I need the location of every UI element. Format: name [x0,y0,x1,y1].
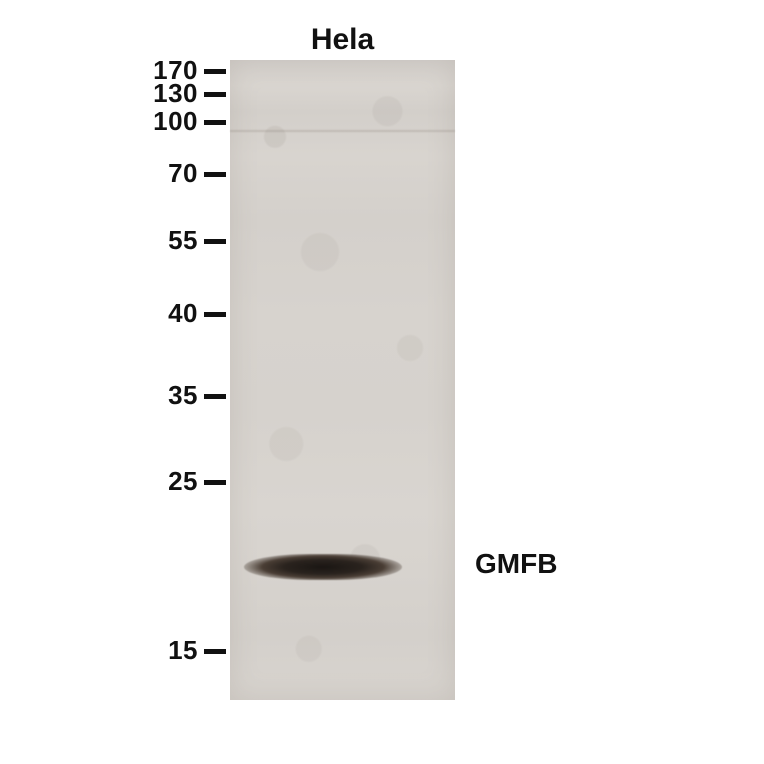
blot-lane [230,60,455,700]
mw-25-tick [204,480,226,485]
lane-title: Hela [230,23,455,57]
lane-noise [230,60,455,700]
mw-130-tick [204,92,226,97]
mw-40-tick [204,312,226,317]
mw-70-tick [204,172,226,177]
nonspecific-faint-band [230,130,455,132]
mw-55-label: 55 [168,225,198,256]
mw-100-label: 100 [153,106,198,137]
mw-15-label: 15 [168,635,198,666]
mw-25-label: 25 [168,466,198,497]
mw-35-label: 35 [168,380,198,411]
mw-55-tick [204,239,226,244]
mw-100-tick [204,120,226,125]
mw-70-label: 70 [168,158,198,189]
band-label-gmfb: GMFB [475,548,557,580]
mw-35-tick [204,394,226,399]
mw-170-tick [204,69,226,74]
blot-figure: Hela 170 130 100 70 55 40 35 25 15 GMFB [0,0,764,764]
band-gmfb [244,554,402,580]
mw-40-label: 40 [168,298,198,329]
mw-130-label: 130 [153,78,198,109]
mw-15-tick [204,649,226,654]
